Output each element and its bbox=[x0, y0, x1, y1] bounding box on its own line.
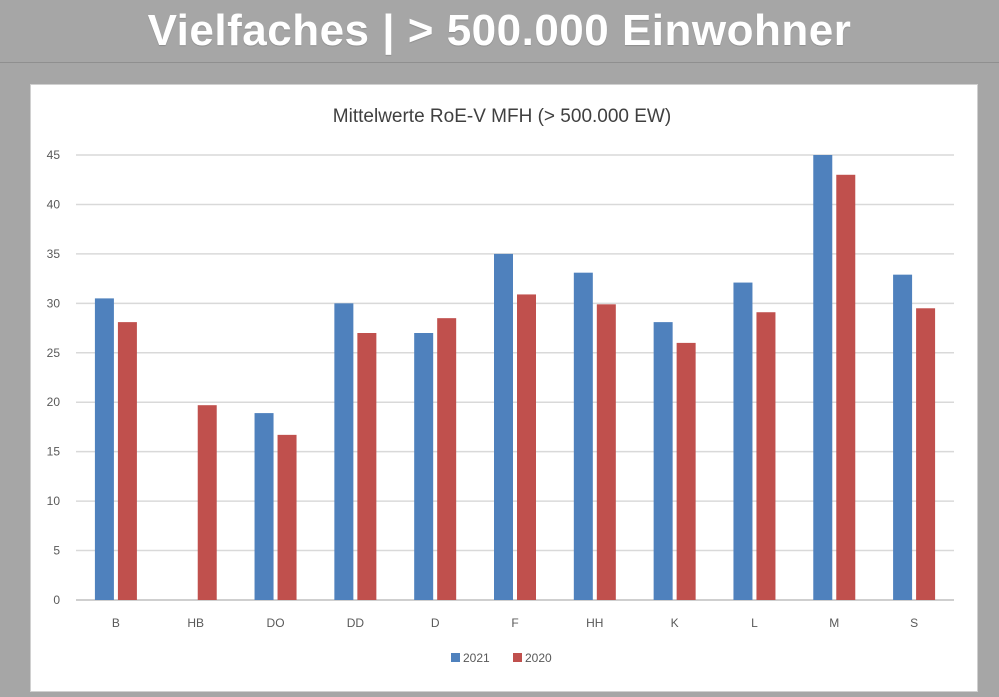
x-tick-label: D bbox=[431, 616, 440, 630]
bar-2021-B bbox=[94, 298, 114, 600]
x-tick-label: M bbox=[829, 616, 839, 630]
bar-2021-F bbox=[494, 253, 513, 600]
bar-2021-S bbox=[893, 274, 913, 600]
y-tick-label: 30 bbox=[47, 296, 61, 310]
bar-2020-DO bbox=[277, 434, 297, 600]
legend-swatch-2020 bbox=[513, 653, 522, 662]
y-tick-label: 5 bbox=[53, 544, 60, 558]
chart-card: Mittelwerte RoE-V MFH (> 500.000 EW) 0 5 1… bbox=[30, 84, 978, 692]
x-tick-label: DD bbox=[347, 616, 365, 630]
bar-2020-DD bbox=[357, 333, 377, 600]
bar-2021-L bbox=[733, 282, 753, 600]
bar-chart: Mittelwerte RoE-V MFH (> 500.000 EW) 0 5 1… bbox=[47, 106, 954, 665]
chart-title: Mittelwerte RoE-V MFH (> 500.000 EW) bbox=[333, 106, 671, 127]
slide-header: Vielfaches | > 500.000 Einwohner bbox=[0, 0, 999, 63]
x-tick-label: L bbox=[751, 616, 758, 630]
bar-2020-HB bbox=[197, 405, 217, 600]
x-tick-label: B bbox=[112, 616, 120, 630]
x-tick-label: HB bbox=[187, 616, 204, 630]
y-tick-label: 0 bbox=[53, 593, 60, 607]
y-tick-label: 15 bbox=[47, 445, 61, 459]
bar-2021-M bbox=[813, 155, 833, 600]
x-tick-label: S bbox=[910, 616, 918, 630]
y-tick-label: 10 bbox=[47, 494, 61, 508]
bar-2020-B bbox=[117, 322, 137, 600]
legend-label-2021: 2021 bbox=[463, 651, 490, 665]
bar-2021-K bbox=[653, 322, 673, 600]
y-axis-ticks: 0 5 10 15 20 25 30 35 40 45 bbox=[47, 148, 61, 607]
bar-2020-HH bbox=[596, 304, 616, 600]
bars bbox=[94, 155, 936, 600]
legend-label-2020: 2020 bbox=[525, 651, 552, 665]
x-tick-label: HH bbox=[586, 616, 603, 630]
x-tick-label: K bbox=[671, 616, 679, 630]
bar-2021-D bbox=[414, 333, 434, 600]
gridlines bbox=[76, 154, 954, 601]
y-tick-label: 25 bbox=[47, 346, 61, 360]
bar-2020-L bbox=[756, 312, 776, 600]
bar-2020-K bbox=[676, 342, 696, 600]
bar-2020-F bbox=[517, 294, 536, 600]
bar-2021-DO bbox=[254, 413, 274, 600]
legend-swatch-2021 bbox=[451, 653, 460, 662]
y-tick-label: 20 bbox=[47, 395, 61, 409]
bar-2020-D bbox=[437, 318, 457, 600]
bar-2020-M bbox=[836, 174, 856, 600]
x-tick-label: DO bbox=[267, 616, 285, 630]
bar-2021-HH bbox=[573, 272, 593, 600]
legend: 2021 2020 bbox=[451, 651, 552, 665]
x-tick-label: F bbox=[511, 616, 518, 630]
y-tick-label: 45 bbox=[47, 148, 61, 162]
slide-title: Vielfaches | > 500.000 Einwohner bbox=[147, 6, 852, 55]
x-axis-ticks: B HB DO DD D F HH K L M S bbox=[112, 616, 918, 630]
y-tick-label: 35 bbox=[47, 247, 61, 261]
bar-2021-DD bbox=[334, 303, 354, 600]
y-tick-label: 40 bbox=[47, 197, 61, 211]
bar-2020-S bbox=[916, 308, 936, 600]
